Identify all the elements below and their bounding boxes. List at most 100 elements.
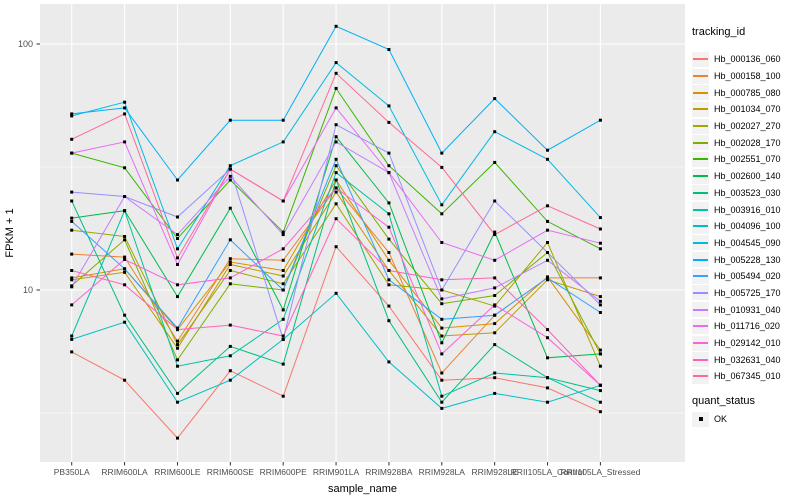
- data-point: [598, 389, 602, 393]
- data-point: [228, 276, 232, 280]
- data-point: [546, 228, 549, 232]
- legend-key-swatch: [692, 68, 709, 84]
- data-point: [334, 61, 338, 65]
- data-point: [70, 190, 74, 194]
- legend-entry-Hb_005228_130: Hb_005228_130: [692, 251, 800, 268]
- data-point: [70, 337, 74, 341]
- legend-entry-Hb_029142_010: Hb_029142_010: [692, 335, 800, 352]
- data-point: [176, 247, 179, 251]
- data-point: [546, 251, 549, 254]
- data-point: [493, 331, 497, 335]
- data-point: [598, 348, 602, 352]
- data-point: [176, 364, 179, 368]
- legend-line-swatch: [693, 258, 708, 261]
- data-point: [123, 100, 127, 104]
- data-point: [70, 278, 74, 282]
- legend-key-swatch: [692, 335, 709, 351]
- data-point: [176, 178, 179, 182]
- data-point: [281, 308, 285, 312]
- legend-line-swatch: [693, 175, 708, 178]
- legend-line-swatch: [693, 325, 708, 328]
- data-point: [281, 258, 285, 262]
- data-point: [334, 123, 338, 127]
- data-point: [440, 317, 444, 321]
- data-point: [70, 269, 74, 272]
- data-point: [281, 334, 285, 338]
- data-point: [123, 378, 127, 382]
- data-point: [228, 118, 232, 122]
- data-point: [598, 410, 602, 414]
- legend-entry-Hb_002028_170: Hb_002028_170: [692, 134, 800, 151]
- legend-entry-Hb_011716_020: Hb_011716_020: [692, 318, 800, 335]
- data-point: [123, 235, 127, 238]
- x-tick-label: RRIM928LA: [419, 467, 466, 477]
- legend-entry-label: OK: [714, 414, 728, 425]
- data-point: [123, 320, 127, 324]
- data-point: [598, 276, 602, 280]
- legend-key-swatch: [692, 118, 709, 134]
- legend-entry-label: Hb_001034_070: [714, 104, 781, 115]
- legend-key-swatch: [692, 85, 709, 101]
- data-point: [281, 233, 285, 237]
- legend-key-swatch: [692, 51, 709, 67]
- data-point: [228, 260, 232, 264]
- data-point: [123, 166, 127, 170]
- data-point: [176, 233, 179, 237]
- legend-line-swatch: [693, 108, 708, 111]
- data-point: [440, 326, 444, 330]
- data-point: [387, 120, 391, 124]
- data-point: [228, 206, 232, 210]
- data-point: [546, 356, 549, 360]
- data-point: [598, 352, 602, 356]
- data-point: [176, 295, 179, 299]
- data-point: [493, 199, 497, 203]
- data-point: [493, 160, 497, 164]
- data-point: [70, 303, 74, 307]
- data-point: [440, 297, 444, 301]
- data-point: [598, 227, 602, 231]
- data-point: [440, 378, 444, 382]
- data-point: [546, 386, 549, 390]
- data-point: [546, 276, 549, 280]
- data-point: [228, 257, 232, 261]
- legend-key-swatch: [692, 285, 709, 301]
- data-point: [493, 376, 497, 380]
- data-point: [493, 97, 497, 101]
- x-tick-label: RRIM600PE: [260, 467, 308, 477]
- legend-key-swatch: [692, 218, 709, 234]
- data-point: [440, 400, 444, 404]
- data-point: [281, 269, 285, 272]
- data-point: [598, 383, 602, 387]
- data-point: [176, 263, 179, 266]
- data-point: [493, 343, 497, 347]
- data-point: [546, 336, 549, 340]
- data-point: [176, 328, 179, 332]
- legend-entry-Hb_032631_040: Hb_032631_040: [692, 351, 800, 368]
- data-point: [598, 216, 602, 220]
- data-point: [440, 334, 444, 338]
- data-point: [70, 276, 74, 280]
- data-point: [334, 245, 338, 249]
- legend-key-swatch: [692, 318, 709, 334]
- legend-key-swatch: [692, 235, 709, 251]
- data-point: [228, 369, 232, 373]
- data-point: [598, 295, 602, 299]
- data-point: [493, 371, 497, 375]
- data-point: [387, 269, 391, 272]
- legend-entry-Hb_003916_010: Hb_003916_010: [692, 201, 800, 218]
- data-point: [598, 299, 602, 303]
- legend-entry-Hb_002600_140: Hb_002600_140: [692, 168, 800, 185]
- data-point: [123, 106, 127, 110]
- data-point: [334, 190, 338, 194]
- data-point: [387, 212, 391, 216]
- data-point: [440, 371, 444, 375]
- data-point: [281, 274, 285, 278]
- legend-key-swatch: [692, 168, 709, 184]
- x-tick-label: RRIM600LA: [101, 467, 148, 477]
- data-point: [546, 328, 549, 332]
- legend-line-swatch: [693, 225, 708, 228]
- data-point: [598, 400, 602, 404]
- data-point: [440, 212, 444, 216]
